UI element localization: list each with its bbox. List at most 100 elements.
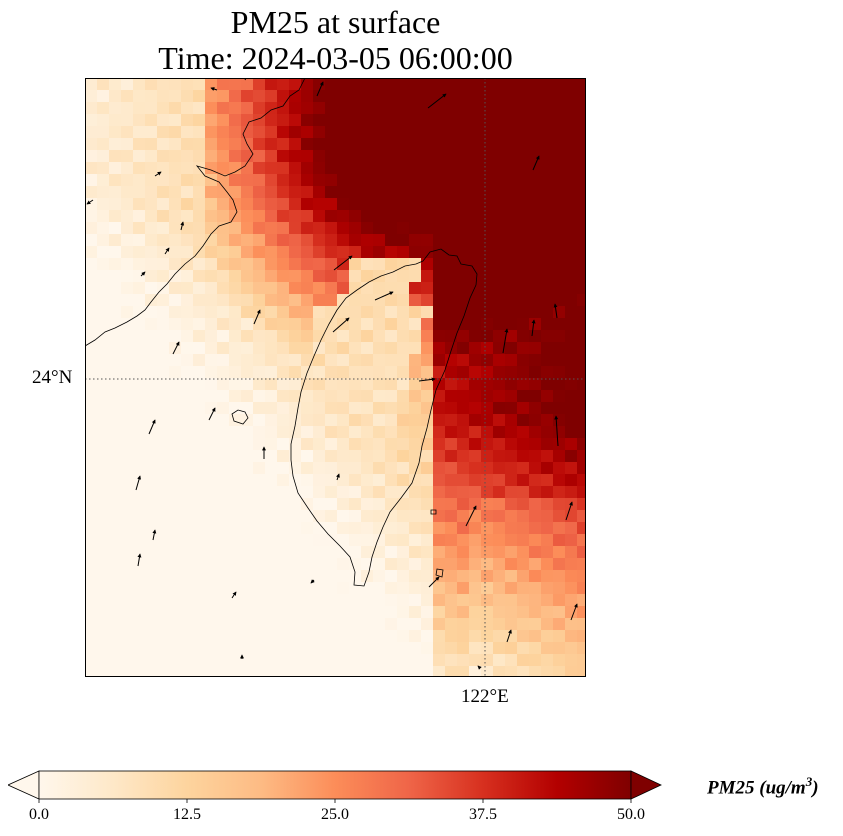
pm25-cell: [217, 522, 230, 535]
pm25-cell: [145, 90, 158, 103]
pm25-cell: [457, 510, 470, 523]
pm25-cell: [409, 294, 422, 307]
pm25-cell: [541, 474, 554, 487]
pm25-cell: [97, 642, 110, 655]
pm25-cell: [193, 282, 206, 295]
pm25-cell: [277, 606, 290, 619]
pm25-cell: [577, 342, 586, 355]
pm25-cell: [289, 606, 302, 619]
pm25-cell: [409, 582, 422, 595]
pm25-cell: [313, 570, 326, 583]
pm25-cell: [337, 438, 350, 451]
pm25-cell: [301, 246, 314, 259]
pm25-cell: [361, 90, 374, 103]
pm25-cell: [373, 570, 386, 583]
pm25-cell: [253, 294, 266, 307]
pm25-cell: [505, 666, 518, 677]
pm25-cell: [229, 414, 242, 427]
colorbar: [8, 770, 662, 803]
pm25-cell: [253, 90, 266, 103]
pm25-cell: [517, 546, 530, 559]
pm25-cell: [289, 570, 302, 583]
pm25-cell: [193, 534, 206, 547]
pm25-cell: [325, 162, 338, 175]
pm25-cell: [409, 366, 422, 379]
pm25-cell: [253, 522, 266, 535]
pm25-cell: [301, 210, 314, 223]
pm25-cell: [397, 90, 410, 103]
pm25-cell: [469, 78, 482, 91]
pm25-cell: [265, 318, 278, 331]
pm25-cell: [433, 162, 446, 175]
pm25-cell: [229, 378, 242, 391]
pm25-cell: [457, 318, 470, 331]
pm25-cell: [277, 342, 290, 355]
pm25-cell: [505, 270, 518, 283]
pm25-cell: [541, 138, 554, 151]
pm25-cell: [445, 294, 458, 307]
pm25-cell: [445, 594, 458, 607]
pm25-cell: [133, 426, 146, 439]
pm25-cell: [553, 450, 566, 463]
pm25-cell: [109, 330, 122, 343]
pm25-cell: [577, 570, 586, 583]
pm25-cell: [265, 606, 278, 619]
pm25-cell: [133, 90, 146, 103]
pm25-cell: [397, 582, 410, 595]
pm25-cell: [121, 78, 134, 91]
pm25-cell: [577, 234, 586, 247]
pm25-cell: [409, 90, 422, 103]
pm25-cell: [349, 222, 362, 235]
pm25-cell: [301, 258, 314, 271]
pm25-cell: [169, 630, 182, 643]
pm25-cell: [169, 102, 182, 115]
pm25-cell: [301, 594, 314, 607]
pm25-cell: [97, 486, 110, 499]
pm25-cell: [325, 258, 338, 271]
pm25-cell: [181, 198, 194, 211]
pm25-cell: [421, 306, 434, 319]
pm25-cell: [517, 330, 530, 343]
wind-vector: [180, 221, 185, 231]
pm25-cell: [217, 318, 230, 331]
pm25-cell: [313, 318, 326, 331]
pm25-cell: [517, 654, 530, 667]
pm25-cell: [517, 198, 530, 211]
pm25-cell: [337, 450, 350, 463]
pm25-cell: [505, 510, 518, 523]
pm25-cell: [373, 474, 386, 487]
pm25-cell: [433, 426, 446, 439]
pm25-cell: [397, 342, 410, 355]
pm25-cell: [457, 162, 470, 175]
pm25-cell: [421, 642, 434, 655]
pm25-cell: [193, 90, 206, 103]
pm25-cell: [325, 78, 338, 91]
pm25-cell: [205, 270, 218, 283]
pm25-cell: [241, 282, 254, 295]
pm25-cell: [253, 102, 266, 115]
pm25-cell: [337, 306, 350, 319]
pm25-cell: [277, 246, 290, 259]
pm25-cell: [289, 450, 302, 463]
pm25-cell: [109, 450, 122, 463]
pm25-cell: [253, 594, 266, 607]
pm25-cell: [385, 450, 398, 463]
pm25-cell: [421, 294, 434, 307]
pm25-cell: [217, 162, 230, 175]
pm25-cell: [241, 330, 254, 343]
pm25-cell: [373, 198, 386, 211]
pm25-cell: [313, 174, 326, 187]
pm25-cell: [577, 546, 586, 559]
pm25-cell: [313, 654, 326, 667]
pm25-cell: [253, 378, 266, 391]
pm25-cell: [469, 522, 482, 535]
pm25-cell: [481, 306, 494, 319]
pm25-cell: [325, 294, 338, 307]
pm25-cell: [121, 618, 134, 631]
pm25-cell: [277, 258, 290, 271]
pm25-cell: [97, 354, 110, 367]
pm25-cell: [145, 102, 158, 115]
pm25-cell: [481, 246, 494, 259]
pm25-cell: [481, 162, 494, 175]
pm25-cell: [349, 414, 362, 427]
